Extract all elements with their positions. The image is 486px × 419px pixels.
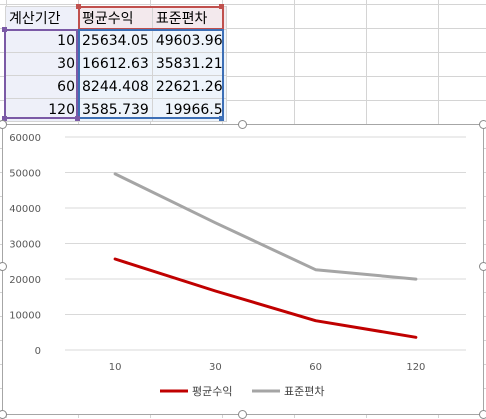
cell[interactable]: 3585.739 [78,98,153,122]
x-tick-label: 120 [406,362,425,373]
chart-resize-handle[interactable] [238,120,247,129]
cell[interactable]: 22621.26 [151,75,227,99]
x-tick-label: 60 [309,362,322,373]
range-resize-handle[interactable] [219,116,224,121]
cell[interactable]: 8244.408 [78,75,153,99]
header-cell-stddev[interactable]: 표준편차 [151,6,227,30]
cell[interactable]: 16612.63 [78,52,153,76]
chart-resize-handle[interactable] [479,262,486,271]
y-tick-label: 0 [35,346,41,357]
series-line-2 [113,172,418,281]
header-cell-avg-return[interactable]: 평균수익 [78,6,153,30]
header-cell-period[interactable]: 계산기간 [5,6,79,30]
cell[interactable]: 30 [5,52,79,76]
y-tick-label: 50000 [9,169,41,180]
range-resize-handle[interactable] [75,116,80,121]
table-row: 60 8244.408 22621.26 [5,75,227,99]
y-tick-label: 60000 [9,133,41,144]
range-resize-handle[interactable] [219,4,224,9]
legend-label: 평균수익 [192,385,232,398]
header-row: 계산기간 평균수익 표준편차 [5,6,227,30]
chart-resize-handle[interactable] [0,120,7,129]
y-tick-label: 40000 [9,204,41,215]
table-row: 120 3585.739 19966.5 [5,98,227,122]
range-resize-handle[interactable] [2,116,7,121]
y-tick-label: 30000 [9,240,41,251]
chart-resize-handle[interactable] [0,262,7,271]
legend-label: 표준편차 [284,385,324,398]
series-line-1 [113,257,418,339]
y-tick-label: 10000 [9,311,41,322]
y-tick-label: 20000 [9,275,41,286]
cell[interactable]: 120 [5,98,79,122]
cell[interactable]: 60 [5,75,79,99]
table-row: 10 25634.05 49603.96 [5,29,227,53]
cell[interactable]: 35831.21 [151,52,227,76]
x-tick-label: 30 [209,362,222,373]
x-tick-label: 10 [109,362,122,373]
cell[interactable]: 49603.96 [151,29,227,53]
cell[interactable]: 19966.5 [151,98,227,122]
range-resize-handle[interactable] [2,27,7,32]
range-resize-handle[interactable] [76,4,81,9]
cell[interactable]: 25634.05 [78,29,153,53]
chart-resize-handle[interactable] [479,120,486,129]
data-table: 계산기간 평균수익 표준편차 10 25634.05 49603.96 30 1… [5,6,227,122]
chart-plot: 0 10000 20000 30000 40000 50000 60000 10 30 60 120… [9,133,466,398]
cell[interactable]: 10 [5,29,79,53]
table-row: 30 16612.63 35831.21 [5,52,227,76]
line-chart[interactable]: 0 10000 20000 30000 40000 50000 60000 10 30 60 120… [2,124,484,415]
